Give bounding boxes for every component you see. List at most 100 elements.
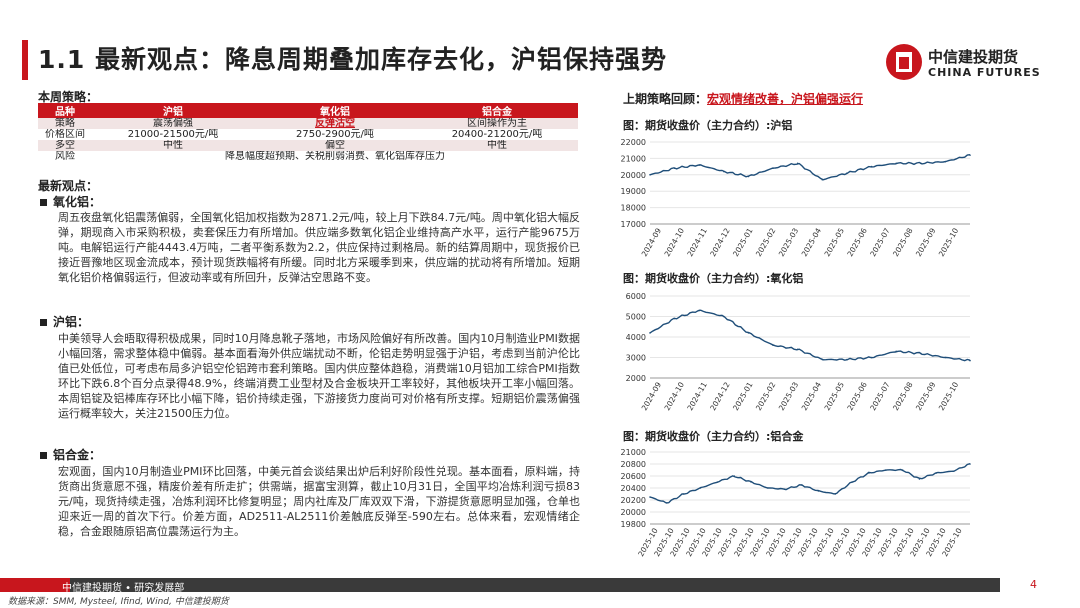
section-heading-text: 沪铝：	[53, 315, 90, 329]
data-point	[851, 481, 853, 483]
data-point	[673, 317, 676, 320]
data-point	[699, 487, 702, 489]
table-row: 策略 震荡偏强 反弹沽空 区间操作为主	[38, 118, 578, 129]
table-row: 多空 中性 偏空 中性	[38, 140, 578, 151]
data-point	[846, 358, 848, 361]
x-tick-label: 2024-09	[640, 226, 664, 258]
data-point	[783, 488, 786, 490]
x-tick-label: 2025-10	[937, 226, 961, 258]
strategy-header-row: 品种 沪铝 氧化铝 铝合金	[38, 103, 578, 118]
cell: 震荡偏强	[92, 118, 254, 129]
section-heading-alloy: 铝合金：	[40, 446, 101, 463]
x-tick-label: 2025-09	[914, 226, 938, 258]
company-logo-icon	[886, 44, 922, 80]
footer-bar	[0, 578, 1000, 592]
table-row: 风险 降息幅度超预期、关税削弱消费、氧化铝库存压力	[38, 151, 578, 162]
data-point	[698, 164, 701, 166]
y-tick-label: 3000	[626, 354, 646, 363]
series-line	[649, 463, 971, 504]
header-cell: 沪铝	[92, 103, 254, 118]
data-point	[772, 344, 774, 346]
logo-en-text: CHINA FUTURES	[928, 66, 1041, 79]
page-title: 1.1 最新观点：降息周期叠加库存去化，沪铝保持强势	[38, 45, 667, 74]
data-point	[821, 358, 824, 361]
bullet-square-icon	[40, 319, 47, 326]
y-tick-label: 21000	[621, 154, 646, 163]
cell: 区间操作为主	[416, 118, 578, 129]
recap-line: 上期策略回顾：宏观情绪改善，沪铝偏强运行	[623, 90, 863, 107]
y-tick-label: 22000	[621, 138, 646, 147]
chart-title-ao: 图：期货收盘价（主力合约）:氧化铝	[623, 272, 804, 285]
data-point	[969, 154, 971, 156]
data-point	[935, 472, 938, 474]
data-point	[870, 165, 873, 168]
header-cell: 铝合金	[416, 103, 578, 118]
data-point	[698, 309, 701, 312]
x-tick-label: 2025-01	[731, 226, 755, 258]
data-point	[649, 332, 651, 334]
series-line	[649, 309, 971, 362]
data-point	[796, 348, 799, 351]
page-number: 4	[1030, 578, 1037, 591]
section-paragraph-aluminum: 中美领导人会晤取得积极成果，同时10月降息靴子落地，市场风险偏好有所改善。国内1…	[58, 332, 580, 420]
data-point	[870, 356, 873, 359]
table-row: 价格区间 21000-21500元/吨 2750-2900元/吨 20400-2…	[38, 129, 578, 140]
bullet-square-icon	[40, 452, 47, 459]
data-point	[834, 493, 837, 495]
data-point	[682, 493, 685, 495]
cell: 中性	[416, 140, 578, 151]
x-tick-label: 2025-04	[800, 226, 824, 258]
data-point	[772, 167, 774, 170]
data-point	[969, 359, 971, 362]
x-tick-label: 2025-01	[731, 380, 755, 412]
x-tick-label: 2025-03	[777, 380, 801, 412]
data-point	[846, 172, 848, 174]
x-tick-label: 2025-02	[754, 380, 778, 412]
x-tick-label: 2024-11	[685, 226, 709, 258]
x-tick-label: 2025-05	[823, 380, 847, 412]
y-tick-label: 6000	[626, 292, 646, 301]
footer-accent	[0, 578, 70, 592]
data-point	[919, 162, 922, 165]
footer-org: 中信建投期货 • 研究发展部	[62, 583, 185, 594]
x-tick-label: 2024-12	[708, 226, 732, 258]
data-point	[901, 469, 904, 471]
data-point	[796, 162, 799, 165]
chart-title-ad: 图：期货收盘价（主力合约）:铝合金	[623, 430, 804, 443]
row-key: 多空	[38, 140, 92, 151]
y-tick-label: 20800	[621, 460, 646, 469]
row-key: 策略	[38, 118, 92, 129]
header-cell: 品种	[38, 103, 92, 118]
x-tick-label: 2025-07	[868, 226, 892, 258]
y-tick-label: 20600	[621, 472, 646, 481]
strategy-label: 本周策略：	[38, 90, 99, 104]
chart-ad: 198002000020200204002060020800210002025-…	[621, 448, 971, 558]
data-point	[895, 350, 897, 353]
y-tick-label: 18000	[621, 204, 646, 213]
x-tick-label: 2025-03	[777, 226, 801, 258]
x-tick-label: 2025-04	[800, 380, 824, 412]
data-point	[800, 484, 803, 486]
data-point	[952, 470, 954, 472]
data-point	[895, 162, 897, 165]
x-tick-label: 2024-09	[640, 380, 664, 412]
x-tick-label: 2024-11	[685, 380, 709, 412]
cell: 偏空	[254, 140, 416, 151]
y-tick-label: 17000	[621, 220, 646, 229]
cell: 中性	[92, 140, 254, 151]
data-point	[723, 170, 725, 173]
x-tick-label: 2025-10	[937, 380, 961, 412]
recap-value: 宏观情绪改善，沪铝偏强运行	[707, 92, 864, 106]
data-point	[821, 178, 824, 181]
x-tick-label: 2025-05	[823, 226, 847, 258]
highlight-text: 反弹沽空	[315, 118, 355, 129]
cell: 20400-21200元/吨	[416, 129, 578, 140]
data-point	[750, 481, 752, 483]
views-label: 最新观点：	[38, 179, 99, 193]
section-paragraph-alumina: 周五夜盘氧化铝震荡偏弱，全国氧化铝加权指数为2871.2元/吨，较上月下跌84.…	[58, 211, 580, 284]
title-accent-bar	[22, 40, 28, 80]
x-tick-label: 2024-10	[663, 380, 687, 412]
recap-label: 上期策略回顾：	[623, 92, 708, 106]
